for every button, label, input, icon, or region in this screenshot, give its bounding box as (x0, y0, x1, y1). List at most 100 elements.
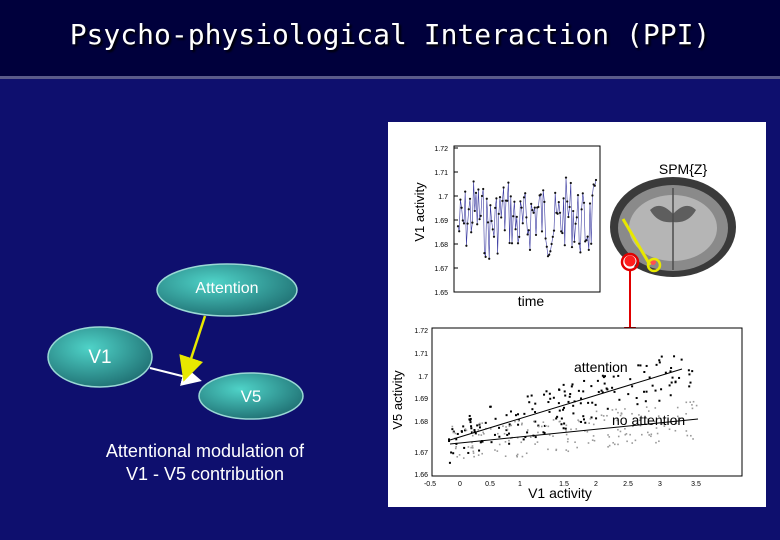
no-attention-point (577, 419, 579, 421)
no-attention-point (626, 440, 628, 443)
timeseries-point (520, 206, 523, 209)
no-attention-point (578, 420, 580, 423)
attention-point (668, 384, 671, 387)
attention-point (468, 414, 471, 417)
no-attention-point (639, 424, 642, 427)
no-attention-point (689, 401, 692, 403)
attention-point (563, 406, 566, 409)
v5-label: V5 (241, 387, 262, 406)
timeseries-point (496, 252, 499, 255)
timeseries-point (588, 202, 592, 205)
no-attention-point (644, 416, 647, 418)
attention-point (490, 441, 493, 444)
no-attention-point (532, 420, 535, 423)
spm-label: SPM{Z} (659, 161, 708, 177)
no-attention-point (615, 408, 617, 411)
timeseries-ytick: 1.69 (434, 218, 448, 225)
no-attention-point (647, 421, 650, 423)
no-attention-point (504, 441, 507, 443)
attention-point (603, 382, 606, 385)
attention-point (674, 381, 677, 384)
attention-point (590, 416, 593, 419)
attention-point (637, 364, 640, 367)
no-attention-point (641, 433, 643, 436)
timeseries-point (582, 201, 586, 204)
attention-point (660, 355, 663, 358)
attention-point (523, 412, 526, 415)
scatter-xtick: 2 (594, 481, 598, 488)
attention-point (505, 414, 508, 417)
attention-point (469, 421, 472, 424)
scatter-ytick: 1.72 (414, 328, 428, 335)
timeseries-point (526, 233, 529, 236)
attention-point (673, 355, 676, 358)
no-attention-point (565, 433, 568, 436)
no-attention-point (520, 423, 523, 426)
timeseries-point (573, 240, 576, 243)
timeseries-point (557, 201, 560, 204)
no-attention-point (547, 425, 550, 428)
no-attention-point (608, 444, 611, 447)
timeseries-trace (456, 176, 598, 260)
timeseries-point (562, 197, 565, 200)
no-attention-point (472, 452, 475, 454)
no-attention-point (473, 455, 475, 458)
attention-point (568, 395, 571, 398)
no-attention-point (655, 441, 657, 444)
timeseries-point (500, 216, 503, 219)
timeseries-point (456, 225, 460, 228)
no-attention-point (574, 441, 576, 443)
attention-point (517, 423, 520, 426)
no-attention-point (653, 420, 656, 423)
no-attention-point (521, 455, 524, 458)
timeseries-point (532, 211, 535, 214)
no-attention-point (685, 413, 687, 415)
no-attention-point (650, 433, 653, 436)
scatter-xtick: 0.5 (485, 481, 495, 488)
timeseries-point (534, 233, 538, 237)
timeseries-point (501, 199, 504, 203)
no-attention-point (547, 448, 549, 451)
no-attention-point (646, 431, 649, 434)
attention-label: Attention (195, 280, 258, 297)
attention-point (645, 390, 648, 393)
no-attention-point (685, 401, 688, 404)
no-attention-point (575, 428, 578, 430)
attention-point (590, 385, 593, 388)
timeseries-point (492, 235, 496, 238)
timeseries-point (478, 218, 481, 221)
attention-point (464, 429, 467, 432)
attention-point (582, 415, 585, 418)
ppi-diagram: Attention V1 V5 (47, 263, 304, 420)
timeseries-point (580, 208, 583, 211)
timeseries-point (464, 190, 467, 193)
no-attention-point (516, 455, 519, 458)
attention-point (670, 381, 673, 384)
timeseries-point (556, 212, 559, 215)
attention-point (560, 423, 563, 426)
attention-point (645, 364, 648, 367)
no-attention-point (471, 447, 474, 449)
timeseries-point (468, 197, 472, 200)
attention-point (478, 449, 481, 452)
diagram-caption: Attentional modulation of V1 - V5 contri… (60, 440, 350, 486)
attention-point (528, 401, 531, 404)
timeseries-point (567, 215, 570, 219)
attention-point (522, 438, 525, 441)
no-attention-point (591, 439, 594, 441)
timeseries-point (503, 229, 506, 232)
no-attention-point (679, 417, 681, 420)
no-attention-point (538, 425, 540, 428)
no-attention-point (607, 446, 609, 448)
timeseries-ytick: 1.65 (434, 290, 448, 297)
no-attention-point (686, 434, 689, 437)
no-attention-point (517, 419, 520, 422)
attention-point (670, 366, 673, 369)
no-attention-point (471, 445, 474, 447)
timeseries-point (512, 215, 515, 218)
scatter-xtick: 0 (458, 481, 462, 488)
title-divider (0, 76, 780, 79)
v1-label: V1 (88, 347, 111, 368)
no-attention-point (489, 428, 492, 430)
timeseries-point (531, 209, 534, 212)
